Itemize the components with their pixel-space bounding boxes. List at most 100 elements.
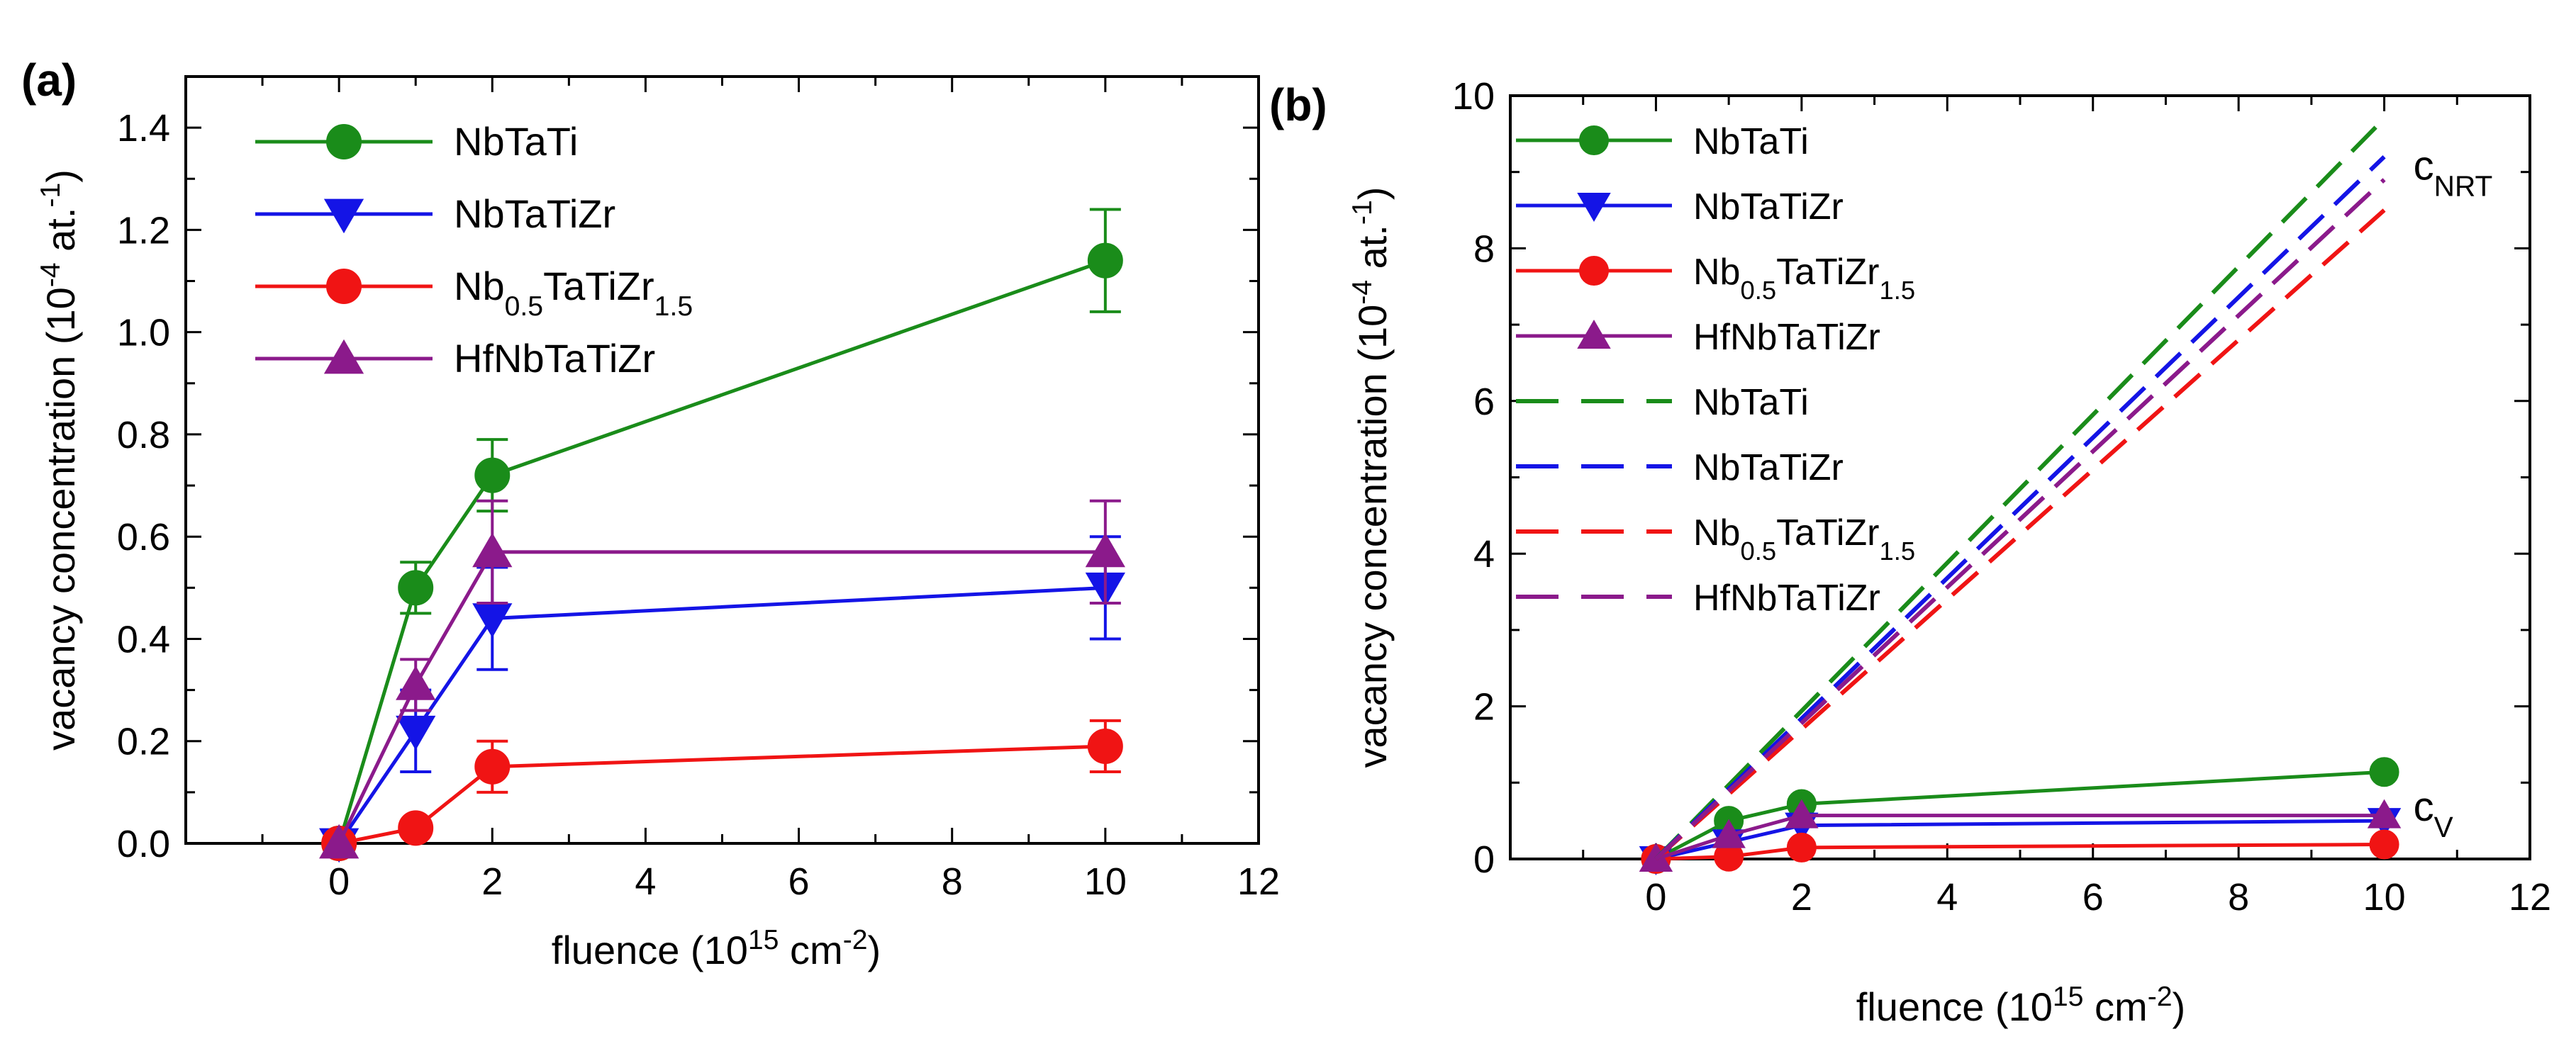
legend-label: NbTaTi xyxy=(1693,382,1809,423)
y-axis-label: vacancy concentration (10-4 at.-1) xyxy=(1347,187,1395,768)
x-tick-label: 4 xyxy=(1936,876,1958,919)
series-hfnbtatizr xyxy=(319,499,1125,859)
legend-marker xyxy=(1577,193,1611,222)
data-point xyxy=(398,810,434,846)
data-point xyxy=(474,748,511,785)
panel-label: (a) xyxy=(21,55,77,106)
y-tick-label: 8 xyxy=(1473,228,1495,270)
legend-item: HfNbTaTiZr xyxy=(255,336,655,381)
y-tick-label: 10 xyxy=(1452,75,1495,118)
chart-panel-b: (b) 0 2 4 6 8 10 12 0 2 4 6 8 10 fluence (1015 cm-2) va… xyxy=(1269,75,2551,1029)
legend-marker xyxy=(323,198,364,234)
y-tick-label: 0 xyxy=(1473,838,1495,881)
y-tick-label: 2 xyxy=(1473,686,1495,729)
legend-item: NbTaTi xyxy=(1516,121,1809,162)
legend-label: NbTaTi xyxy=(454,119,578,164)
data-point xyxy=(474,457,511,493)
legend-item: NbTaTi xyxy=(255,119,578,164)
x-tick-label: 6 xyxy=(788,860,810,903)
series-nbtati xyxy=(321,208,1123,861)
y-tick-label: 0.6 xyxy=(117,516,170,558)
x-axis-label: fluence (1015 cm-2) xyxy=(552,925,881,973)
series-line xyxy=(337,259,1106,844)
x-tick-label: 6 xyxy=(2082,876,2104,919)
data-point xyxy=(2369,757,2399,787)
annotation: cV xyxy=(2414,784,2453,843)
legend-item: HfNbTaTiZr xyxy=(1516,578,1880,619)
legend-label: NbTaTiZr xyxy=(1693,186,1844,228)
x-axis-label: fluence (1015 cm-2) xyxy=(1856,982,2185,1030)
x-tick-label: 0 xyxy=(1645,876,1666,919)
series-nb-dashed xyxy=(1654,208,2386,861)
legend-item: NbTaTiZr xyxy=(255,191,615,236)
legend-label: Nb0.5TaTiZr1.5 xyxy=(454,264,693,322)
legend-item: HfNbTaTiZr xyxy=(1516,317,1880,358)
series-line xyxy=(338,744,1105,846)
legend-item: Nb0.5TaTiZr1.5 xyxy=(1516,512,1915,566)
x-tick-label: 8 xyxy=(2228,876,2249,919)
data-point xyxy=(2369,829,2399,860)
legend-item: NbTaTi xyxy=(1516,382,1809,423)
data-point xyxy=(1785,799,1819,828)
x-tick-label: 10 xyxy=(2363,876,2406,919)
legend-marker xyxy=(326,124,362,159)
series-line xyxy=(1655,814,2385,861)
data-point xyxy=(2367,799,2402,828)
series-line xyxy=(338,585,1105,845)
x-tick-label: 0 xyxy=(328,860,350,903)
data-point xyxy=(396,715,436,751)
data-point xyxy=(1786,832,1817,863)
series-line xyxy=(337,550,1105,845)
data-point xyxy=(1085,532,1125,568)
series-line xyxy=(1654,178,2386,861)
legend-item: NbTaTiZr xyxy=(1516,186,1844,228)
y-tick-label: 0.2 xyxy=(117,721,170,763)
series-hfnbtatizr-dashed xyxy=(1654,178,2386,861)
series-nbtatizr xyxy=(319,535,1125,863)
legend-label: NbTaTiZr xyxy=(454,191,615,236)
data-point xyxy=(472,532,513,568)
series-line xyxy=(1656,843,2385,861)
panel-label: (b) xyxy=(1269,79,1327,130)
y-tick-label: 0.4 xyxy=(117,618,170,661)
x-tick-label: 2 xyxy=(481,860,503,903)
data-point xyxy=(1087,728,1123,764)
series-line xyxy=(1654,117,2386,861)
legend-marker xyxy=(1579,256,1609,286)
series-line xyxy=(1654,155,2386,861)
legend-label: HfNbTaTiZr xyxy=(1693,317,1880,358)
series-line xyxy=(1654,208,2386,861)
y-tick-label: 0.8 xyxy=(117,414,170,456)
legend-marker xyxy=(1577,320,1611,349)
y-axis-label: vacancy concentration (10-4 at.-1) xyxy=(35,169,84,751)
x-tick-label: 2 xyxy=(1791,876,1812,919)
series-line xyxy=(1655,770,2385,861)
x-tick-label: 12 xyxy=(1237,860,1280,903)
y-tick-label: 4 xyxy=(1473,533,1495,575)
legend-label: Nb0.5TaTiZr1.5 xyxy=(1693,512,1915,566)
data-point xyxy=(398,570,434,606)
plot-frame xyxy=(1509,94,2531,860)
series-nbtati-dashed xyxy=(1654,117,2386,861)
annotation: cNRT xyxy=(2414,142,2493,202)
legend-label: NbTaTiZr xyxy=(1693,447,1844,488)
data-point xyxy=(1712,819,1746,848)
legend-marker xyxy=(1579,125,1609,155)
x-tick-label: 12 xyxy=(2509,876,2551,919)
legend-marker xyxy=(326,269,362,304)
y-tick-label: 0.0 xyxy=(117,823,170,865)
y-tick-label: 6 xyxy=(1473,381,1495,423)
data-point xyxy=(396,665,436,700)
legend-marker xyxy=(323,339,364,374)
legend-item: Nb0.5TaTiZr1.5 xyxy=(255,264,693,322)
series-nbtatizr xyxy=(1639,808,2402,875)
legend-item: Nb0.5TaTiZr1.5 xyxy=(1516,252,1915,305)
legend-label: Nb0.5TaTiZr1.5 xyxy=(1693,252,1915,305)
series-nbtatizr-dashed xyxy=(1654,155,2386,861)
legend-label: HfNbTaTiZr xyxy=(454,336,655,381)
x-tick-label: 4 xyxy=(635,860,656,903)
series-line xyxy=(1655,819,2385,861)
legend-label: HfNbTaTiZr xyxy=(1693,578,1880,619)
data-point xyxy=(472,603,513,638)
